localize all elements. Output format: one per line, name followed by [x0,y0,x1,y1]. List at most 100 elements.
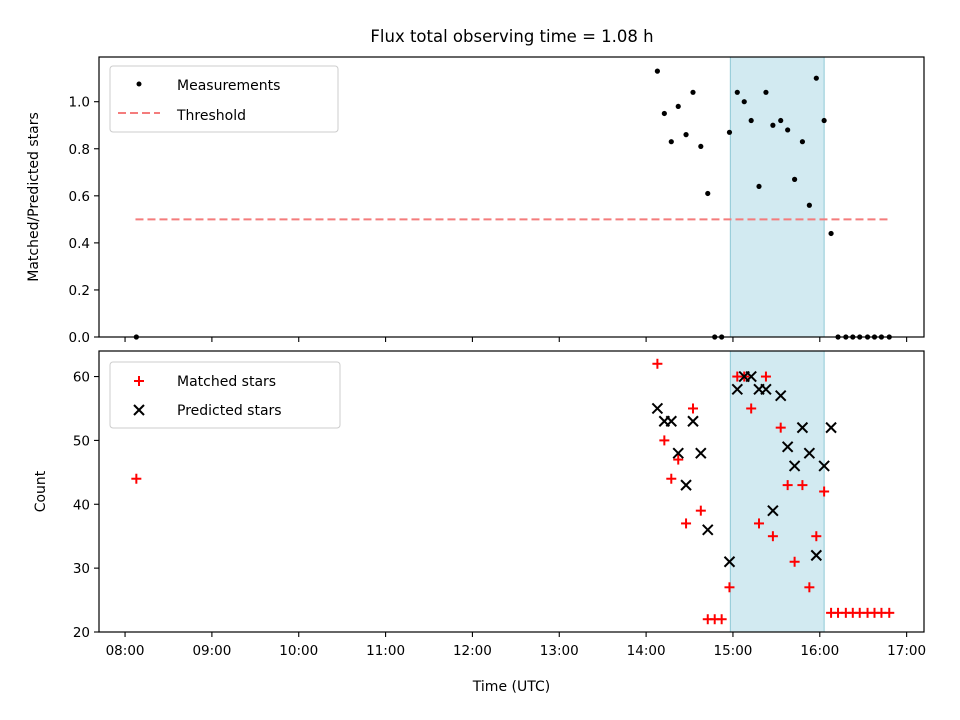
matched-star-point [811,531,822,542]
top-legend: Measurements Threshold [109,65,339,133]
legend-measurement-marker [136,81,142,87]
measurement-point [763,89,769,95]
matched-star-point [688,403,698,414]
measurement-point [690,89,696,95]
x-tick-label: 15:00 [713,643,752,659]
measurement-point [726,129,733,135]
measurement-point [705,190,711,197]
measurement-point [785,127,791,133]
legend-threshold-label: Threshold [176,108,246,124]
x-tick-label: 11:00 [366,643,405,659]
measurement-point [778,117,784,124]
predicted-star-point [680,479,692,491]
measurement-point [756,183,762,190]
top-measurement-points [133,68,892,340]
measurement-point [828,230,834,237]
predicted-star-point [665,415,677,427]
y-tick-label: 0.4 [69,236,90,252]
x-tick-label: 16:00 [800,643,839,659]
matched-star-points [131,358,895,625]
predicted-star-point [796,421,809,434]
y-tick-label: 30 [73,561,90,577]
predicted-star-point [651,402,664,415]
legend-x-glyph [133,404,145,416]
predicted-star-point [731,383,743,396]
legend-matched-marker [134,376,144,386]
matched-star-point [754,518,764,529]
top-y-axis-label: Matched/Predicted stars [26,112,42,282]
predicted-star-point [810,549,823,562]
predicted-star-point [781,441,794,453]
bottom-axes-frame [98,350,925,633]
y-tick-label: 0.6 [69,189,90,205]
predicted-star-point [723,556,736,568]
measurement-point [668,139,674,145]
predicted-star-point [767,504,779,517]
bottom-y-axis-label: Count [33,470,49,512]
matched-star-point [666,473,677,484]
panel-ratio: 0.0 0.2 0.4 0.6 0.8 1.0 Matched/Predicted sta… [26,56,925,346]
panel-counts: 20 30 40 50 60 08:00 09:00 10:00 11:00 12:00 13:0… [33,350,926,695]
x-tick-label: 17:00 [887,643,926,659]
top-axes-frame [98,56,925,338]
x-tick-label: 09:00 [192,643,231,659]
x-tick-label: 12:00 [453,643,492,659]
chart-title: Flux total observing time = 1.08 h [370,27,653,46]
legend-measurements-label: Measurements [177,78,280,94]
predicted-star-point [687,415,699,427]
matched-star-point [797,480,808,491]
matched-star-point [775,422,786,433]
matched-star-point [767,531,778,542]
measurement-point [683,132,689,138]
measurement-point [770,122,776,128]
x-tick-label: 08:00 [106,643,145,659]
matched-star-point [681,518,692,529]
predicted-star-point [803,447,816,459]
y-tick-label: 20 [73,625,90,641]
legend-plus-glyph [134,376,144,386]
predicted-star-point [702,524,714,536]
x-tick-label: 14:00 [627,643,666,659]
measurement-point [741,99,747,105]
x-tick-label: 13:00 [540,643,579,659]
matched-star-point [746,403,757,414]
matched-star-point [659,435,670,446]
measurement-point [813,75,819,81]
predicted-star-point [672,447,684,459]
measurement-point [661,110,667,117]
predicted-star-points [651,370,837,568]
matched-star-point [819,486,830,497]
matched-star-point [789,556,800,567]
legend-predicted-marker [133,404,145,416]
measurement-point [675,103,681,110]
measurement-point [698,143,704,150]
measurement-point [748,117,754,124]
bottom-legend-box [109,361,341,429]
x-tick-label: 10:00 [279,643,318,659]
bottom-legend: Matched stars Predicted stars [109,361,341,429]
y-tick-label: 0.8 [69,142,90,158]
y-tick-label: 0.2 [69,283,90,299]
y-tick-label: 0.0 [69,330,90,346]
predicted-star-point [818,460,830,472]
y-tick-label: 1.0 [69,95,90,111]
predicted-star-point [788,460,801,472]
legend-predicted-label: Predicted stars [177,403,282,419]
matched-star-point [804,582,815,593]
matched-star-point [724,582,735,593]
y-tick-label: 50 [73,433,90,449]
legend-matched-label: Matched stars [177,374,276,390]
matched-star-point [695,505,706,516]
matched-star-point [884,607,895,618]
predicted-star-point [775,389,787,402]
predicted-star-point [695,447,707,459]
matched-star-point [673,454,684,465]
top-shaded-region [729,56,825,338]
predicted-star-point [825,421,837,434]
matched-star-point [652,358,663,369]
x-axis-label: Time (UTC) [472,679,550,695]
measurement-point [734,89,740,95]
measurement-point [821,117,827,124]
measurement-point [792,176,798,182]
